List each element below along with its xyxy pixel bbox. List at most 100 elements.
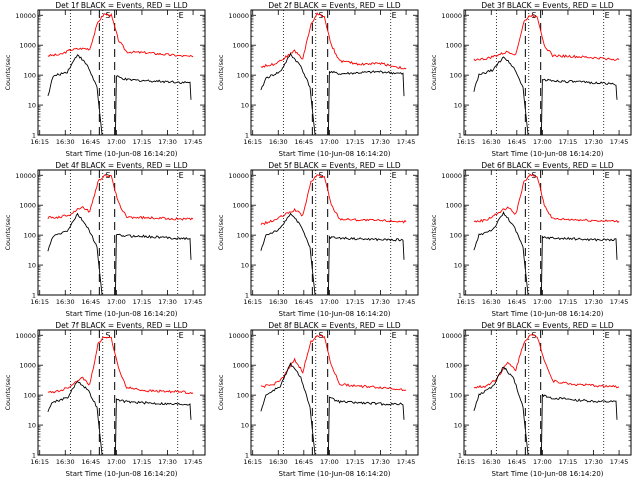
x-tick-label: 16:30	[482, 458, 501, 466]
x-tick-label: 16:15	[30, 458, 49, 466]
lld-series-line	[260, 174, 407, 226]
x-tick-label: 16:30	[56, 138, 75, 146]
plot-title: Det 6f BLACK = Events, RED = LLD	[481, 161, 614, 170]
x-tick-label: 17:00	[320, 138, 339, 146]
x-tick-label: 17:15	[133, 138, 152, 146]
x-tick-label: 16:45	[507, 298, 526, 306]
plot-frame	[250, 329, 419, 456]
interval-marker: S	[318, 171, 323, 180]
x-tick-label: 16:15	[243, 458, 262, 466]
y-tick-label: 10000	[228, 12, 249, 20]
interval-marker: E	[179, 11, 184, 20]
x-axis-label: Start Time (10-Jun-08 16:14:20)	[66, 310, 178, 318]
x-tick-label: 17:15	[559, 138, 578, 146]
y-tick-label: 10000	[15, 332, 36, 340]
detector-panel: Det 1f BLACK = Events, RED = LLD Counts/s…	[4, 1, 206, 158]
x-tick-label: 17:30	[584, 138, 603, 146]
interval-marker: S	[105, 171, 110, 180]
x-axis-label: Start Time (10-Jun-08 16:14:20)	[66, 470, 178, 478]
y-tick-label: 1000	[19, 362, 36, 370]
y-tick-label: 10000	[15, 172, 36, 180]
x-tick-label: 17:30	[371, 138, 390, 146]
x-tick-label: 17:45	[397, 458, 416, 466]
x-axis-label: Start Time (10-Jun-08 16:14:20)	[492, 150, 604, 158]
y-tick-label: 100	[237, 392, 249, 400]
y-tick-label: 1	[458, 132, 462, 140]
y-tick-label: 1	[245, 132, 249, 140]
x-tick-label: 16:30	[482, 138, 501, 146]
x-tick-label: 16:30	[269, 298, 288, 306]
x-tick-label: 16:30	[269, 458, 288, 466]
lld-series-line	[473, 334, 620, 389]
plot-title: Det 4f BLACK = Events, RED = LLD	[55, 161, 188, 170]
x-tick-label: 16:45	[294, 298, 313, 306]
y-tick-label: 1	[458, 452, 462, 460]
x-tick-label: 16:45	[81, 138, 100, 146]
plot-frame	[463, 9, 632, 136]
x-tick-label: 17:45	[184, 458, 203, 466]
events-series-line	[473, 366, 618, 456]
interval-marker: E	[179, 171, 184, 180]
x-tick-label: 16:15	[30, 298, 49, 306]
y-tick-label: 1	[245, 452, 249, 460]
detector-panel: Det 5f BLACK = Events, RED = LLD Counts/s…	[217, 161, 419, 318]
x-tick-label: 17:00	[107, 298, 126, 306]
x-axis-label: Start Time (10-Jun-08 16:14:20)	[492, 310, 604, 318]
x-tick-label: 16:15	[243, 138, 262, 146]
x-tick-label: 17:00	[320, 458, 339, 466]
detector-panel: Det 8f BLACK = Events, RED = LLD Counts/s…	[217, 321, 419, 478]
x-tick-label: 17:00	[533, 138, 552, 146]
x-axis-label: Start Time (10-Jun-08 16:14:20)	[279, 310, 391, 318]
detector-panel: Det 6f BLACK = Events, RED = LLD Counts/s…	[430, 161, 632, 318]
plot-frame	[37, 169, 206, 296]
y-tick-label: 100	[24, 392, 36, 400]
detector-panel: Det 3f BLACK = Events, RED = LLD Counts/s…	[430, 1, 632, 158]
plot-title: Det 3f BLACK = Events, RED = LLD	[481, 1, 614, 10]
x-tick-label: 16:15	[243, 298, 262, 306]
lld-series-line	[473, 13, 620, 62]
plot-frame	[250, 169, 419, 296]
y-tick-label: 10000	[228, 172, 249, 180]
y-tick-label: 100	[450, 392, 462, 400]
x-tick-label: 16:15	[456, 298, 475, 306]
x-tick-label: 17:00	[107, 458, 126, 466]
y-tick-label: 100	[450, 72, 462, 80]
y-tick-label: 1	[32, 292, 36, 300]
y-axis-label: Counts/sec	[430, 214, 438, 250]
y-tick-label: 10000	[441, 172, 462, 180]
x-tick-label: 17:00	[107, 138, 126, 146]
y-axis-label: Counts/sec	[430, 374, 438, 410]
x-axis-label: Start Time (10-Jun-08 16:14:20)	[279, 150, 391, 158]
events-series-line	[260, 52, 405, 136]
y-tick-label: 1000	[19, 42, 36, 50]
interval-marker: E	[179, 331, 184, 340]
interval-marker: S	[105, 331, 110, 340]
x-tick-label: 16:30	[269, 138, 288, 146]
x-axis-label: Start Time (10-Jun-08 16:14:20)	[492, 470, 604, 478]
x-tick-label: 17:00	[533, 458, 552, 466]
y-tick-label: 1000	[19, 202, 36, 210]
y-axis-label: Counts/sec	[217, 214, 225, 250]
y-tick-label: 1000	[445, 362, 462, 370]
plot-title: Det 7f BLACK = Events, RED = LLD	[55, 321, 188, 330]
y-tick-label: 1	[32, 132, 36, 140]
interval-marker: S	[105, 11, 110, 20]
x-tick-label: 17:15	[133, 458, 152, 466]
y-tick-label: 10	[454, 262, 462, 270]
y-tick-label: 100	[24, 72, 36, 80]
y-tick-label: 10	[454, 102, 462, 110]
events-series-line	[260, 362, 405, 456]
lld-series-line	[47, 336, 194, 395]
interval-marker: E	[605, 331, 610, 340]
y-tick-label: 1000	[232, 362, 249, 370]
x-tick-label: 17:45	[184, 298, 203, 306]
y-tick-label: 10	[28, 262, 36, 270]
detector-panel: Det 2f BLACK = Events, RED = LLD Counts/s…	[217, 1, 419, 158]
x-tick-label: 16:15	[456, 138, 475, 146]
plot-title: Det 1f BLACK = Events, RED = LLD	[55, 1, 188, 10]
y-tick-label: 1000	[232, 202, 249, 210]
x-tick-label: 17:30	[584, 298, 603, 306]
x-tick-label: 17:45	[610, 298, 629, 306]
x-tick-label: 16:30	[56, 298, 75, 306]
detector-panel: Det 7f BLACK = Events, RED = LLD Counts/s…	[4, 321, 206, 478]
